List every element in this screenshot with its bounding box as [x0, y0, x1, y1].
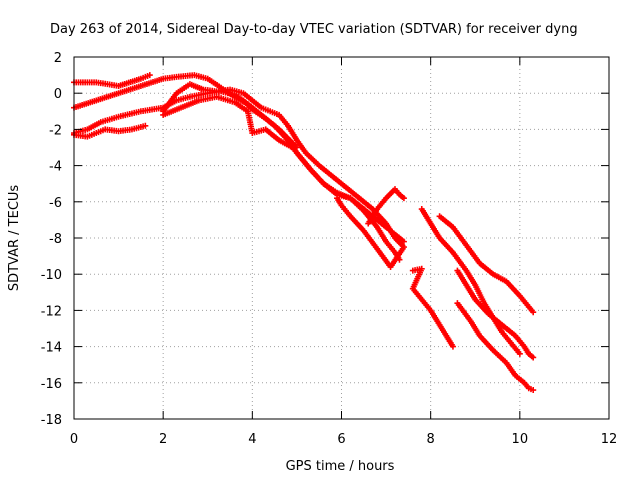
y-tick-label: 2: [54, 51, 62, 66]
data-point: [396, 256, 403, 263]
data-point: [142, 122, 149, 129]
data-point: [530, 354, 537, 361]
data-point: [146, 72, 153, 79]
x-tick-label: 6: [337, 432, 345, 447]
data-point: [400, 195, 407, 202]
series-track-5: [160, 81, 407, 270]
y-tick-label: -4: [49, 160, 62, 175]
series-track-12: [454, 300, 537, 394]
series-track-7: [365, 186, 407, 227]
y-tick-labels: 2 0 -2 -4 -6 -8 -10 -12 -14 -16 -18: [41, 51, 62, 428]
x-tick-label: 0: [70, 432, 78, 447]
y-tick-label: -18: [41, 413, 62, 428]
y-tick-label: -12: [41, 304, 62, 319]
x-tick-label: 10: [512, 432, 529, 447]
data-point: [530, 309, 537, 316]
x-tick-label: 12: [601, 432, 618, 447]
x-axis-label: GPS time / hours: [286, 459, 395, 474]
axis-ticks: [73, 56, 610, 420]
y-tick-label: 0: [54, 87, 62, 102]
y-axis-label: SDTVAR / TECUs: [7, 185, 22, 292]
data-point: [516, 350, 523, 357]
series-track-6: [160, 93, 403, 263]
series-track-8: [409, 265, 456, 350]
series-track-4: [71, 122, 149, 140]
series-track-3: [71, 88, 300, 151]
y-tick-label: -16: [41, 377, 62, 392]
chart-title: Day 263 of 2014, Sidereal Day-to-day VTE…: [50, 22, 578, 37]
y-tick-label: -14: [41, 341, 62, 356]
x-tick-label: 2: [159, 432, 167, 447]
x-tick-labels: 0 2 4 6 8 10 12: [70, 432, 617, 447]
series-track-11: [454, 267, 537, 361]
data-point: [530, 387, 537, 394]
data-point: [449, 343, 456, 350]
x-tick-label: 4: [248, 432, 256, 447]
x-tick-label: 8: [427, 432, 435, 447]
y-tick-label: -6: [49, 196, 62, 211]
y-tick-label: -8: [49, 232, 62, 247]
y-tick-label: -2: [49, 123, 62, 138]
y-tick-label: -10: [41, 268, 62, 283]
series-track-10: [436, 213, 537, 316]
data-points: [71, 72, 537, 394]
